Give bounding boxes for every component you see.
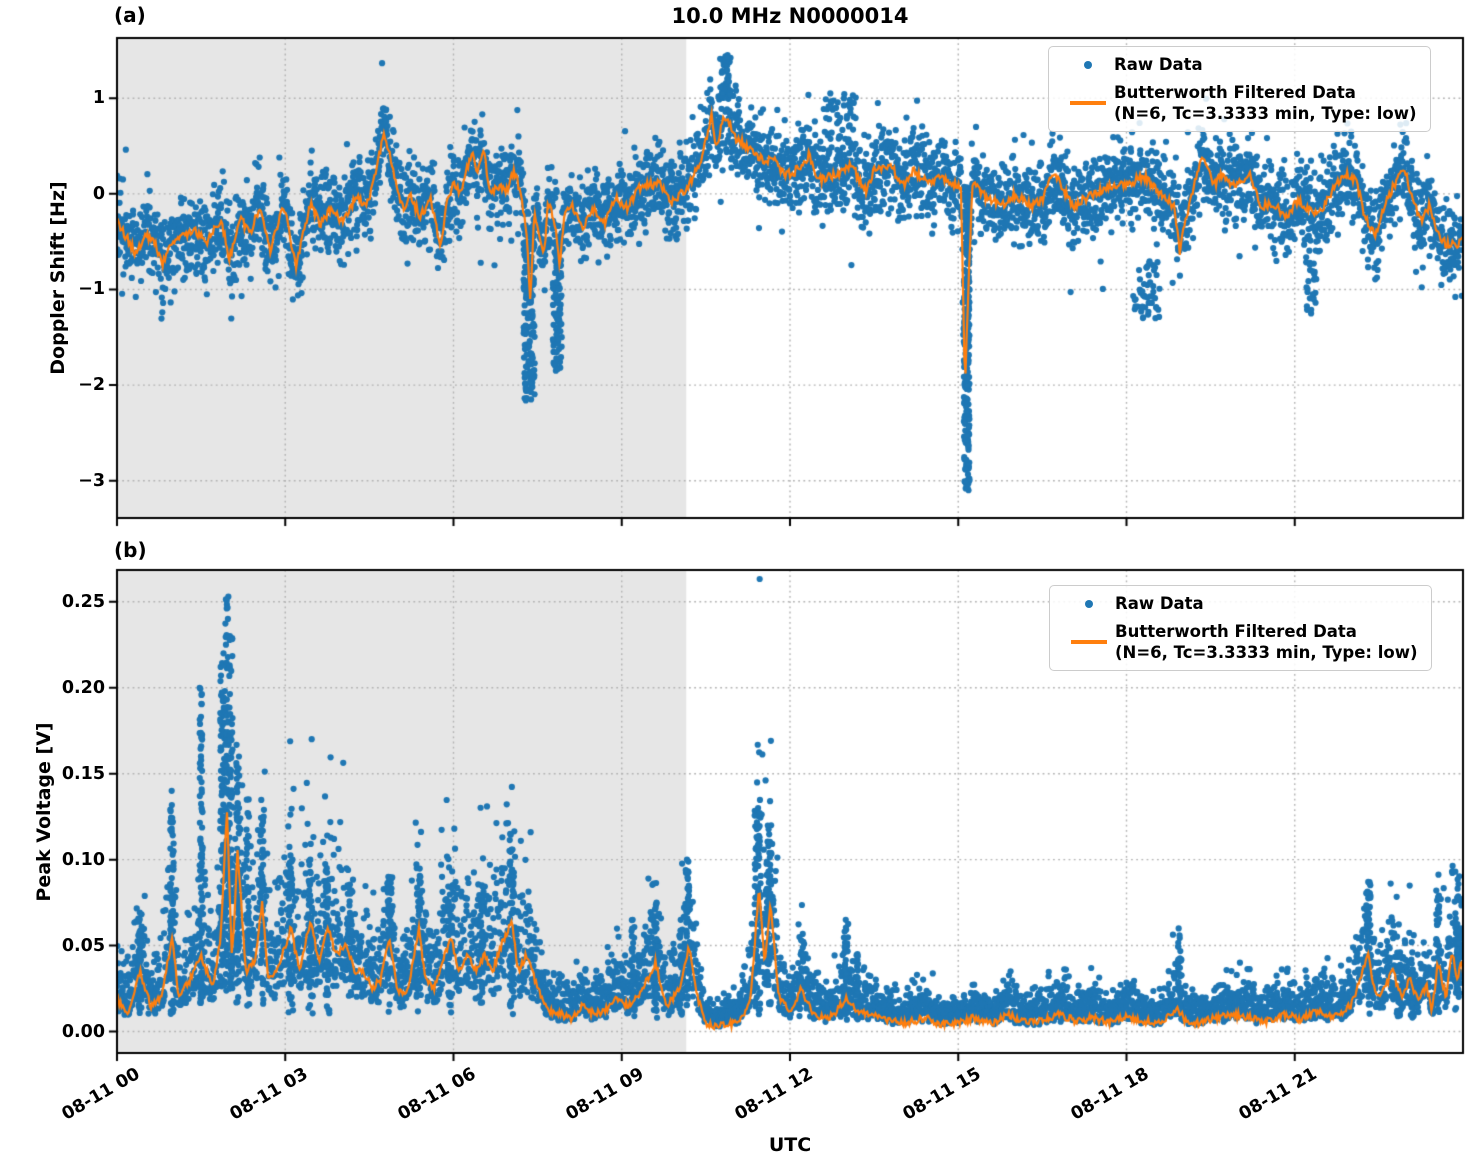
y-tick-label: 0.10	[61, 849, 105, 870]
legend-filtered-label-line1: Butterworth Filtered Data	[1115, 622, 1357, 642]
filtered-line-marker-icon	[1062, 101, 1114, 106]
legend-filtered-label-line2: (N=6, Tc=3.3333 min, Type: low)	[1115, 643, 1418, 663]
x-axis-label: UTC	[768, 1134, 812, 1156]
y-tick-label: 0.00	[61, 1021, 105, 1042]
legend-item-filtered: Butterworth Filtered Data (N=6, Tc=3.333…	[1063, 621, 1418, 663]
y-tick-label: 0.05	[61, 935, 105, 956]
legend-panel-b: Raw Data Butterworth Filtered Data (N=6,…	[1049, 585, 1432, 672]
legend-raw-label: Raw Data	[1114, 55, 1203, 74]
legend-item-raw: Raw Data	[1062, 54, 1417, 75]
legend-raw-label: Raw Data	[1115, 594, 1204, 613]
legend-panel-a: Raw Data Butterworth Filtered Data (N=6,…	[1048, 46, 1431, 133]
y-tick-label: −3	[78, 470, 105, 491]
legend-item-raw: Raw Data	[1063, 593, 1418, 614]
legend-filtered-label-line1: Butterworth Filtered Data	[1114, 83, 1356, 103]
raw-data-marker-icon	[1062, 60, 1114, 69]
y-tick-label: 0.20	[61, 677, 105, 698]
y-tick-label: 0	[92, 183, 105, 204]
legend-filtered-label-line2: (N=6, Tc=3.3333 min, Type: low)	[1114, 104, 1417, 124]
panel-a-label: (a)	[114, 3, 146, 27]
chart-title: 10.0 MHz N0000014	[671, 4, 909, 28]
filtered-line-marker-icon	[1063, 640, 1115, 645]
y-tick-label: −2	[78, 375, 105, 396]
legend-item-filtered: Butterworth Filtered Data (N=6, Tc=3.333…	[1062, 82, 1417, 124]
raw-data-marker-icon	[1063, 599, 1115, 608]
y-tick-label: −1	[78, 279, 105, 300]
y-tick-label: 0.25	[61, 591, 105, 612]
panel-b-label: (b)	[114, 538, 147, 562]
y-tick-label: 0.15	[61, 763, 105, 784]
y-tick-label: 1	[92, 88, 105, 109]
panel-b-ylabel: Peak Voltage [V]	[33, 722, 55, 902]
